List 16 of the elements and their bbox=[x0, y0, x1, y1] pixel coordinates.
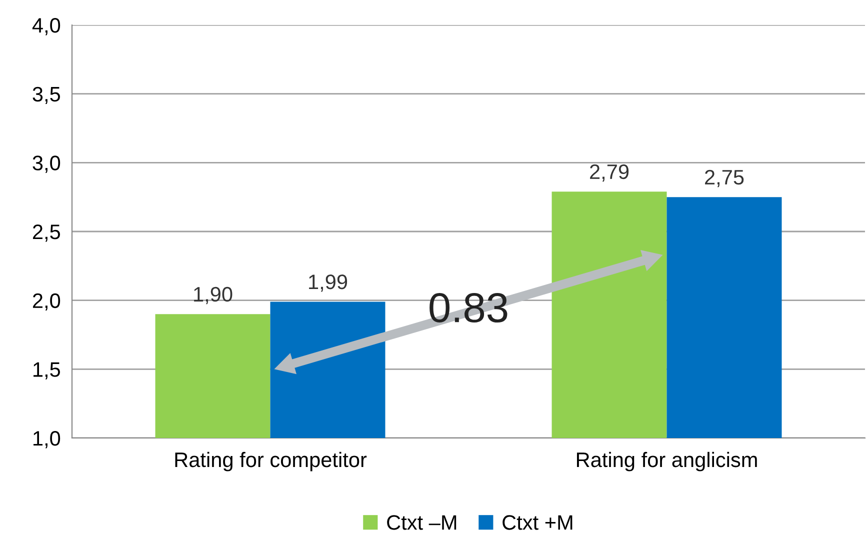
y-tick-label: 1,5 bbox=[34, 362, 60, 380]
x-tick-label: Rating for competitor bbox=[175, 452, 367, 472]
legend-label: Ctxt +M bbox=[502, 515, 572, 530]
legend-label: Ctxt –M bbox=[387, 515, 456, 530]
data-label: 2,75 bbox=[705, 170, 744, 188]
data-label: 2,79 bbox=[590, 164, 629, 182]
y-tick-label: 2,0 bbox=[32, 293, 60, 311]
y-tick-label: 3,5 bbox=[32, 86, 60, 104]
x-tick-label: Rating for anglicism bbox=[576, 452, 757, 472]
y-tick-label: 3,0 bbox=[32, 156, 60, 173]
y-tick-label: 4,0 bbox=[32, 18, 60, 36]
data-label: 1,99 bbox=[309, 274, 348, 292]
annotation: 0.83 bbox=[430, 293, 508, 323]
data-label: 1,90 bbox=[194, 286, 232, 304]
y-tick-label: 2,5 bbox=[32, 224, 60, 242]
y-tick-label: 1,0 bbox=[34, 431, 60, 448]
